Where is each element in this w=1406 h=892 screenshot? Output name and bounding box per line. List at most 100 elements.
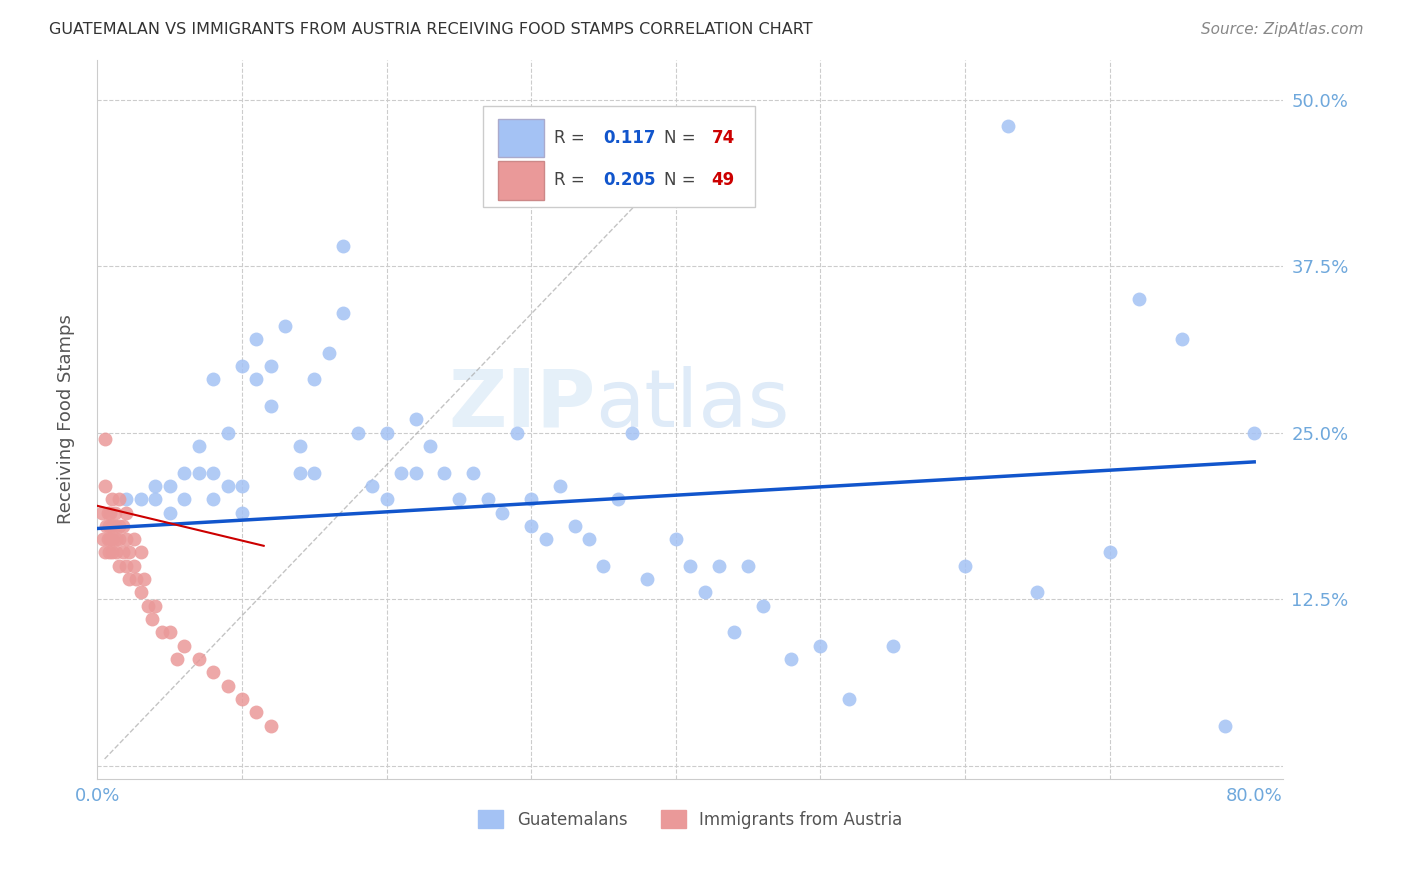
Point xyxy=(105,532,128,546)
Point xyxy=(202,665,225,680)
Point xyxy=(548,479,571,493)
Point xyxy=(217,425,239,440)
Point xyxy=(361,479,384,493)
Point xyxy=(108,518,131,533)
Point xyxy=(375,425,398,440)
Point xyxy=(93,432,115,446)
Point xyxy=(288,466,311,480)
Point xyxy=(105,545,128,559)
Point xyxy=(115,506,138,520)
Point xyxy=(104,518,127,533)
Point xyxy=(405,466,427,480)
Point xyxy=(136,599,159,613)
Point xyxy=(1128,293,1150,307)
Point xyxy=(433,466,456,480)
Point xyxy=(112,518,135,533)
Text: 0.205: 0.205 xyxy=(603,171,657,189)
Point xyxy=(187,439,209,453)
Text: Source: ZipAtlas.com: Source: ZipAtlas.com xyxy=(1201,22,1364,37)
Point xyxy=(231,506,253,520)
Point xyxy=(304,372,326,386)
Point xyxy=(477,492,499,507)
Point xyxy=(578,532,600,546)
FancyBboxPatch shape xyxy=(482,106,755,207)
Point xyxy=(997,119,1019,133)
Point xyxy=(1098,545,1121,559)
Point xyxy=(751,599,773,613)
Point xyxy=(118,572,141,586)
Point xyxy=(520,518,543,533)
Point xyxy=(100,506,122,520)
Point xyxy=(564,518,586,533)
Text: GUATEMALAN VS IMMIGRANTS FROM AUSTRIA RECEIVING FOOD STAMPS CORRELATION CHART: GUATEMALAN VS IMMIGRANTS FROM AUSTRIA RE… xyxy=(49,22,813,37)
Point xyxy=(115,558,138,573)
Point xyxy=(93,545,115,559)
Text: R =: R = xyxy=(554,129,591,147)
Point xyxy=(94,518,117,533)
Point xyxy=(90,506,112,520)
Point xyxy=(1171,332,1194,346)
Point xyxy=(419,439,441,453)
Point xyxy=(202,466,225,480)
Point xyxy=(122,532,145,546)
Point xyxy=(260,359,283,373)
Text: ZIP: ZIP xyxy=(449,366,595,444)
Point xyxy=(953,558,976,573)
Point xyxy=(780,652,803,666)
Point xyxy=(231,359,253,373)
Point xyxy=(100,532,122,546)
Point xyxy=(143,599,166,613)
Point xyxy=(104,506,127,520)
Point xyxy=(838,692,860,706)
Point xyxy=(231,692,253,706)
Point xyxy=(636,572,658,586)
Point xyxy=(882,639,904,653)
Point xyxy=(332,306,354,320)
Text: 74: 74 xyxy=(711,129,735,147)
Point xyxy=(115,492,138,507)
Point xyxy=(491,506,513,520)
Point xyxy=(93,479,115,493)
Point xyxy=(534,532,557,546)
Point xyxy=(132,572,155,586)
Point xyxy=(101,492,124,507)
Point xyxy=(737,558,759,573)
Point xyxy=(96,506,118,520)
Point xyxy=(709,558,731,573)
Point xyxy=(274,318,297,333)
Point xyxy=(288,439,311,453)
Text: N =: N = xyxy=(664,171,702,189)
Point xyxy=(260,718,283,732)
Point xyxy=(245,372,267,386)
Point xyxy=(405,412,427,426)
Point xyxy=(108,532,131,546)
Point xyxy=(173,466,195,480)
Point xyxy=(129,585,152,599)
Point xyxy=(375,492,398,507)
Point xyxy=(723,625,745,640)
Point xyxy=(447,492,470,507)
Point xyxy=(592,558,614,573)
Point xyxy=(187,466,209,480)
Point xyxy=(217,479,239,493)
Point xyxy=(304,466,326,480)
Point xyxy=(152,625,174,640)
Point xyxy=(679,558,702,573)
Point xyxy=(245,332,267,346)
Point xyxy=(693,585,716,599)
Point xyxy=(173,492,195,507)
Point xyxy=(520,492,543,507)
Point xyxy=(101,518,124,533)
Point xyxy=(118,545,141,559)
Point xyxy=(159,506,181,520)
Point xyxy=(389,466,412,480)
Point xyxy=(202,372,225,386)
Point xyxy=(260,399,283,413)
Point xyxy=(98,518,121,533)
Point xyxy=(1026,585,1049,599)
Point xyxy=(245,706,267,720)
Point xyxy=(108,558,131,573)
Point xyxy=(346,425,368,440)
Text: 0.117: 0.117 xyxy=(603,129,657,147)
FancyBboxPatch shape xyxy=(498,161,544,200)
